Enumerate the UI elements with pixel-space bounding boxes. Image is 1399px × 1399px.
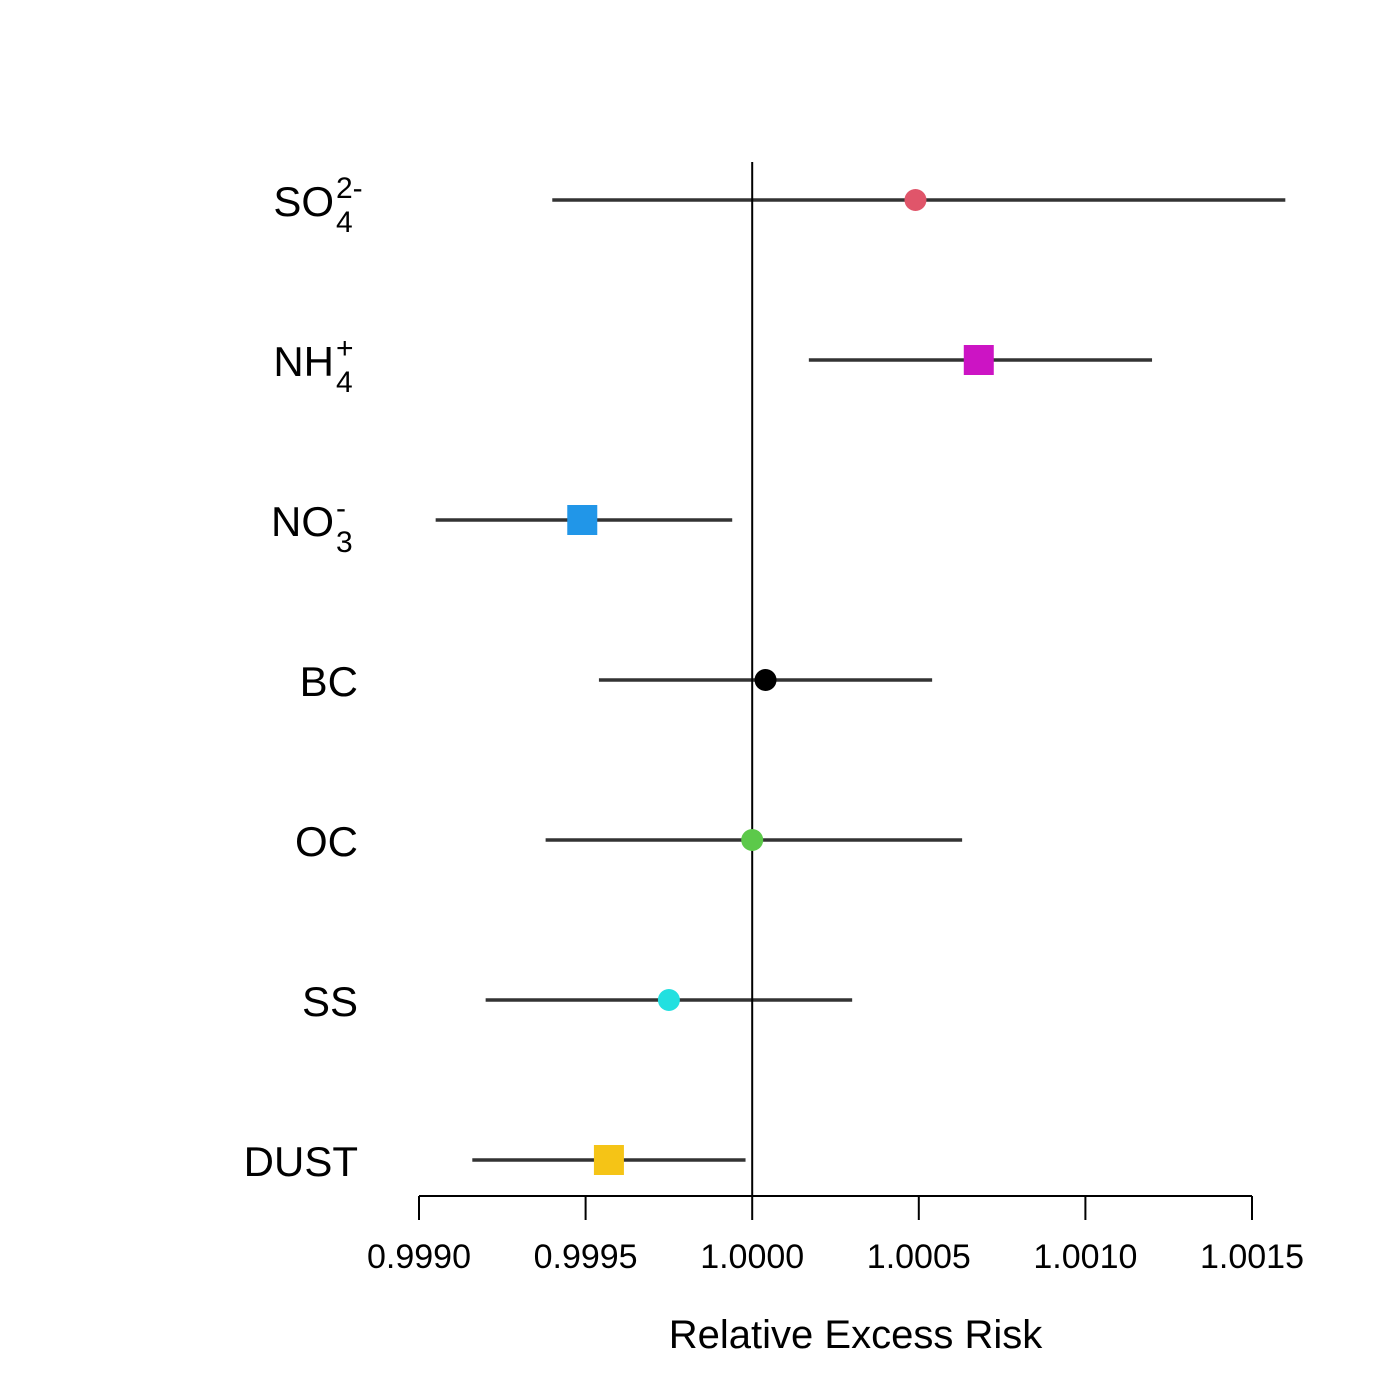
category-label-base: NH [273,338,334,385]
category-label-sub: 3 [336,526,353,559]
point-estimate-dust [593,1145,624,1175]
point-estimate-so4 [904,189,927,211]
category-label-dust: DUST [244,1138,358,1185]
category-label-sup: 2- [336,172,363,205]
category-label-so4: SO 2-4 [273,172,362,239]
interval-group [435,198,1286,1162]
category-label-sup: - [336,492,346,525]
x-tick-label: 1.0015 [1200,1238,1304,1276]
category-label-base: DUST [244,1138,358,1185]
x-tick-label: 0.9990 [367,1238,471,1276]
point-estimate-bc [754,669,777,691]
point-estimate-oc [741,829,764,851]
category-label-ss: SS [302,978,358,1025]
x-tick-label: 1.0005 [867,1238,971,1276]
point-estimate-ss [657,989,680,1011]
category-label-base: SS [302,978,358,1025]
category-label-oc: OC [295,818,358,865]
category-label-sup: + [336,332,354,365]
marker-group [567,189,994,1175]
category-label-sub: 4 [336,366,353,399]
category-label-base: BC [300,658,358,705]
category-label-nh4: NH +4 [273,332,353,399]
category-label-sub: 4 [336,206,353,239]
x-axis: 0.9990 0.9995 1.0000 1.0005 1.0010 1.0015 [367,1195,1304,1276]
category-label-base: NO [271,498,334,545]
category-label-base: SO [273,178,334,225]
x-tick-label: 0.9995 [534,1238,638,1276]
x-tick-label: 1.0000 [700,1238,804,1276]
x-tick-label: 1.0010 [1033,1238,1137,1276]
category-label-no3: NO -3 [271,492,353,559]
x-axis-label: Relative Excess Risk [669,1313,1043,1357]
category-label-base: OC [295,818,358,865]
point-estimate-no3 [567,505,598,535]
category-label-bc: BC [300,658,358,705]
point-estimate-nh4 [963,345,994,375]
